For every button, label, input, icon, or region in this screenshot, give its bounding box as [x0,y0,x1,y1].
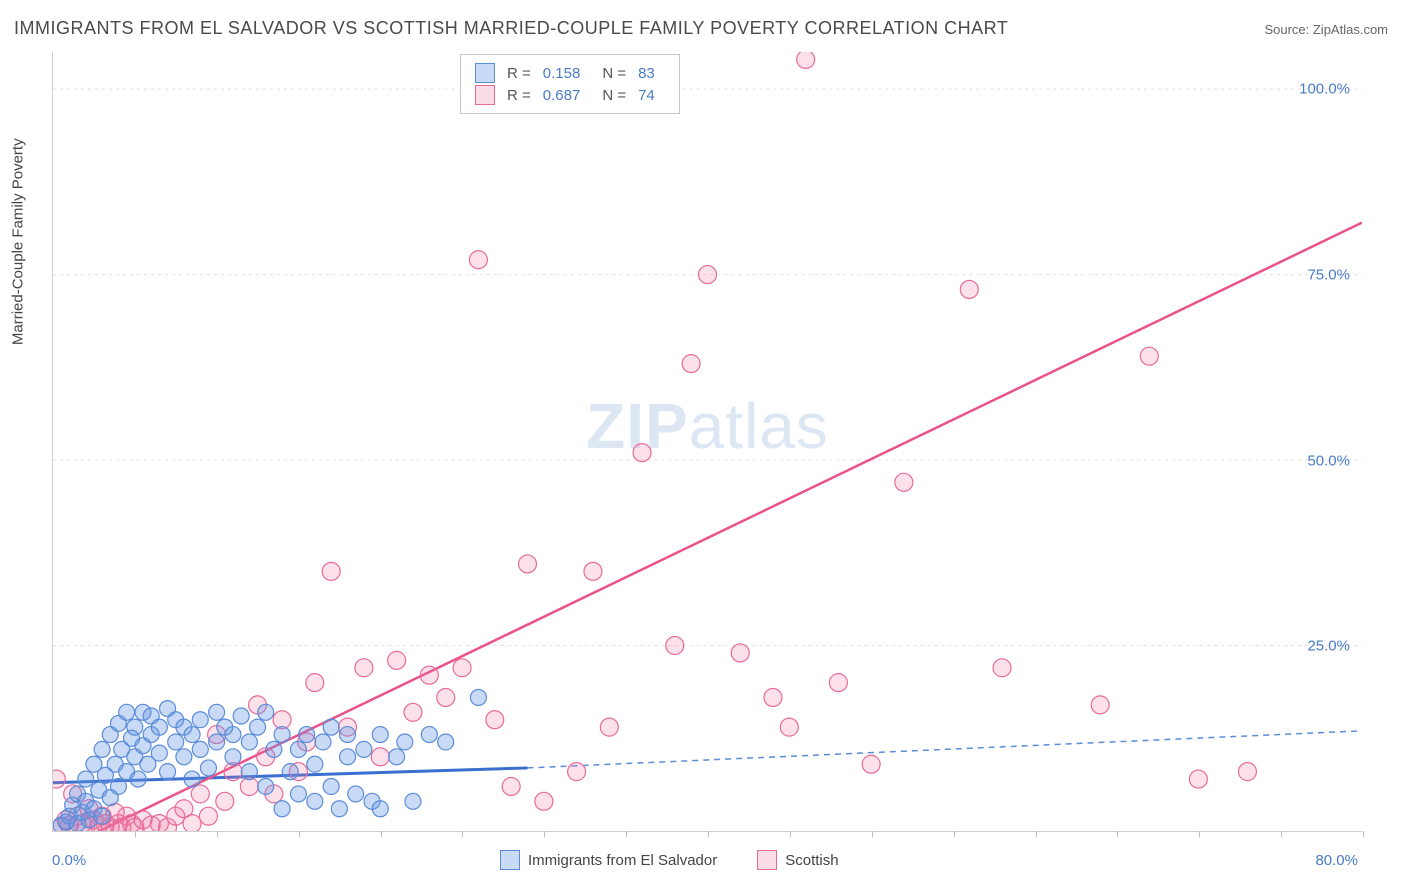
x-tick [217,831,218,837]
x-tick [299,831,300,837]
n-value-pink: 74 [638,87,655,104]
y-axis-title: Married-Couple Family Poverty [10,138,27,345]
x-tick [954,831,955,837]
x-axis-min-label: 0.0% [52,852,86,869]
x-tick [1281,831,1282,837]
r-label: R = [507,87,531,104]
legend-item-pink: Scottish [757,850,838,870]
x-tick [462,831,463,837]
legend-label-pink: Scottish [785,852,838,869]
x-tick [790,831,791,837]
swatch-pink-icon [757,850,777,870]
x-tick [708,831,709,837]
source-attribution: Source: ZipAtlas.com [1264,22,1388,37]
x-tick [1199,831,1200,837]
x-tick [135,831,136,837]
chart-title: IMMIGRANTS FROM EL SALVADOR VS SCOTTISH … [14,18,1008,39]
x-tick [872,831,873,837]
x-tick [1117,831,1118,837]
x-tick [381,831,382,837]
n-label: N = [602,87,626,104]
swatch-pink-icon [475,85,495,105]
x-tick [626,831,627,837]
n-label: N = [602,65,626,82]
r-label: R = [507,65,531,82]
x-axis-max-label: 80.0% [1315,852,1358,869]
stats-row-pink: R = 0.687 N = 74 [475,85,665,105]
series-legend: Immigrants from El Salvador Scottish [500,850,839,870]
legend-item-blue: Immigrants from El Salvador [500,850,717,870]
y-tick-label: 25.0% [1307,638,1350,655]
x-tick [1036,831,1037,837]
stats-legend: R = 0.158 N = 83 R = 0.687 N = 74 [460,54,680,114]
stats-row-blue: R = 0.158 N = 83 [475,63,665,83]
n-value-blue: 83 [638,65,655,82]
plot-svg [53,52,1362,831]
legend-label-blue: Immigrants from El Salvador [528,852,717,869]
x-tick [544,831,545,837]
plot-area: ZIPatlas 25.0%50.0%75.0%100.0% [52,52,1362,832]
r-value-pink: 0.687 [543,87,581,104]
y-tick-label: 50.0% [1307,452,1350,469]
x-tick [1363,831,1364,837]
swatch-blue-icon [500,850,520,870]
y-tick-label: 75.0% [1307,266,1350,283]
r-value-blue: 0.158 [543,65,581,82]
swatch-blue-icon [475,63,495,83]
y-tick-label: 100.0% [1299,81,1350,98]
